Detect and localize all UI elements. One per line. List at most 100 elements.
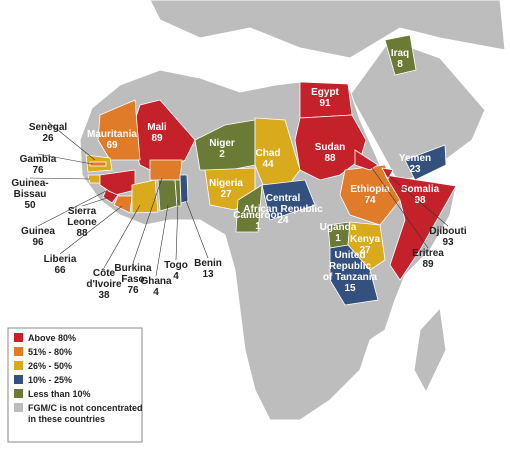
country-value: 50: [24, 200, 36, 211]
madagascar: [413, 306, 447, 394]
country-name: Ghana: [140, 276, 172, 287]
country-shape: [179, 174, 189, 204]
country-name: Kenya: [350, 234, 380, 245]
country-shape: [235, 184, 263, 233]
country-value: 23: [409, 164, 421, 175]
country-value: 1: [255, 221, 261, 232]
country-name: Côte d'Ivoire: [86, 268, 122, 290]
name-line: Iraq: [391, 48, 409, 59]
country-shape: [131, 179, 159, 214]
country-name: Uganda: [320, 222, 357, 233]
name-line: Faso: [121, 274, 144, 285]
country-shape: [113, 195, 133, 214]
legend-label: Less than 10%: [28, 389, 91, 399]
name-line: Chad: [256, 148, 281, 159]
country-value: 38: [98, 290, 110, 301]
name-line: Senegal: [29, 122, 68, 133]
country-name: Gambia: [20, 154, 57, 165]
name-line: d'Ivoire: [86, 279, 122, 290]
country-name: Mauritania: [87, 129, 137, 140]
leader-line: [103, 204, 141, 269]
arabia: [349, 39, 486, 183]
country-value: 76: [127, 285, 139, 296]
country-value: 4: [153, 287, 159, 298]
country-value: 76: [32, 165, 44, 176]
countries: [85, 34, 457, 306]
country-name: Egypt: [311, 87, 339, 98]
name-line: Republic: [329, 261, 372, 272]
name-line: Ghana: [140, 276, 172, 287]
country-shape: [174, 179, 182, 207]
country-name: Iraq: [391, 48, 409, 59]
legend-label: FGM/C is not concentrated in these countr…: [28, 403, 143, 424]
name-line: Ethiopia: [350, 184, 390, 195]
country-shape: [261, 179, 316, 221]
country-shape: [381, 167, 394, 180]
country-value: 2: [219, 149, 225, 160]
name-line: Benin: [194, 258, 222, 269]
country-shape: [384, 34, 417, 76]
country-shape: [294, 114, 367, 181]
country-value: 27: [220, 189, 232, 200]
legend-label: 10% - 25%: [28, 375, 72, 385]
name-line: Nigeria: [209, 178, 243, 189]
europe: [149, 0, 506, 59]
country-name: Senegal: [29, 122, 68, 133]
legend-swatch: [14, 389, 23, 398]
name-line: Somalia: [401, 184, 440, 195]
name-line: of Tanzania: [323, 272, 378, 283]
leader-line: [155, 204, 169, 277]
country-shape: [384, 174, 457, 281]
name-line: African Republic: [243, 204, 323, 215]
name-line: United: [334, 250, 365, 261]
country-name: Ethiopia: [350, 184, 390, 195]
country-name: Benin: [194, 258, 222, 269]
label-line: FGM/C is not concentrated: [28, 403, 143, 413]
country-shape: [97, 99, 141, 161]
country-name: Eritrea: [412, 248, 444, 259]
legend-swatch: [14, 333, 23, 342]
name-line: Uganda: [320, 222, 357, 233]
country-name: Cameroon: [233, 210, 282, 221]
country-value: 88: [76, 228, 88, 239]
legend-label: 51% - 80%: [28, 347, 72, 357]
country-shape: [99, 169, 136, 196]
leader-line: [175, 199, 179, 261]
legend-swatch: [14, 375, 23, 384]
country-value: 1: [335, 233, 341, 244]
country-name: Djibouti: [429, 226, 466, 237]
name-line: Togo: [164, 260, 188, 271]
country-name: Burkina Faso: [114, 263, 152, 285]
legend-swatch: [14, 347, 23, 356]
country-shape: [404, 144, 447, 181]
country-value: 74: [364, 195, 376, 206]
name-line: Bissau: [14, 189, 47, 200]
country-name: Liberia: [44, 254, 77, 265]
leader-line: [37, 153, 93, 165]
country-shape: [89, 161, 107, 167]
leader-line: [47, 121, 96, 161]
name-line: Liberia: [44, 254, 77, 265]
country-value: 44: [262, 159, 274, 170]
country-value: 26: [42, 133, 54, 144]
name-line: Egypt: [311, 87, 339, 98]
leader-line: [81, 196, 111, 207]
country-value: 89: [422, 259, 434, 270]
legend-label: 26% - 50%: [28, 361, 72, 371]
leader-line: [371, 167, 429, 249]
name-line: Sierra: [68, 206, 97, 217]
country-name: Somalia: [401, 184, 440, 195]
leader-line: [59, 205, 123, 255]
country-name: United Republic of Tanzania: [323, 250, 378, 283]
label-line: in these countries: [28, 414, 105, 424]
name-line: Mali: [147, 122, 167, 133]
country-name: Nigeria: [209, 178, 243, 189]
country-value: 88: [324, 153, 336, 164]
country-value: 15: [344, 283, 356, 294]
country-shape: [149, 159, 183, 181]
country-value: 24: [277, 215, 289, 226]
name-line: Leone: [67, 217, 97, 228]
legend-label: Above 80%: [28, 333, 76, 343]
country-name: Yemen: [399, 153, 431, 164]
